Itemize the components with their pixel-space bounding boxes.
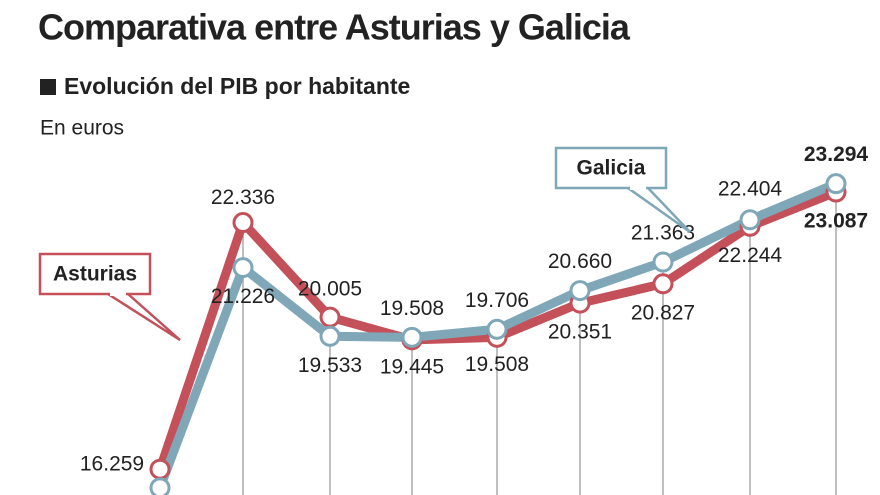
point — [232, 257, 254, 279]
legend-label: Galicia — [577, 157, 646, 180]
subtitle-marker — [40, 79, 56, 95]
value-label: 19.706 — [465, 289, 529, 312]
point — [149, 458, 171, 480]
value-label: 23.087 — [804, 210, 868, 233]
unit-note: En euros — [40, 117, 124, 140]
legend-box — [38, 252, 152, 296]
callout-pointer — [627, 186, 691, 234]
value-label: 22.244 — [718, 244, 783, 267]
value-label: 20.827 — [631, 301, 695, 324]
value-label: 20.660 — [548, 250, 612, 273]
point — [739, 209, 761, 231]
value-label: 21.226 — [211, 285, 275, 308]
point — [825, 173, 847, 195]
value-label: 19.533 — [298, 354, 362, 377]
callout-cover — [110, 291, 126, 296]
value-label: 22.404 — [718, 177, 783, 200]
callout-pointer — [107, 292, 181, 342]
point — [319, 325, 341, 347]
point — [652, 273, 674, 295]
point — [149, 477, 171, 495]
legend-label: Asturias — [53, 263, 137, 286]
callout-cover — [630, 185, 646, 190]
value-label: 16.259 — [80, 453, 144, 476]
value-label: 19.508 — [380, 297, 444, 320]
value-label: 19.445 — [380, 355, 444, 378]
value-label: 19.508 — [465, 353, 529, 376]
point — [569, 280, 591, 302]
chart-subtitle: Evolución del PIB por habitante — [64, 73, 410, 99]
value-label: 23.294 — [804, 143, 869, 166]
point — [232, 212, 254, 234]
point — [319, 306, 341, 328]
value-label: 20.351 — [548, 321, 612, 344]
chart-title: Comparativa entre Asturias y Galicia — [38, 7, 631, 48]
point — [652, 251, 674, 273]
value-label: 22.336 — [211, 186, 275, 209]
legend-box — [554, 146, 668, 190]
value-label: 21.363 — [631, 222, 695, 245]
point — [401, 326, 423, 348]
point — [486, 318, 508, 340]
value-label: 20.005 — [298, 278, 362, 301]
